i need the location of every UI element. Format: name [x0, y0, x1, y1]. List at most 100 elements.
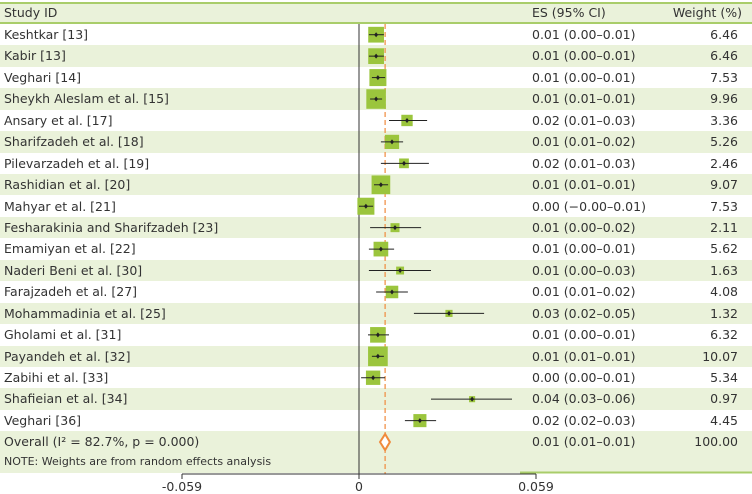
study-name: Farajzadeh et al. [27]: [4, 284, 138, 300]
study-point-estimate: [378, 246, 383, 252]
table-row: Gholami et al. [31] 0.01 (0.00–0.01) 6.32: [0, 324, 752, 345]
study-es: 0.02 (0.02–0.03): [532, 412, 636, 428]
header-study: Study ID: [4, 5, 58, 20]
study-es: 0.01 (0.00–0.01): [532, 241, 636, 257]
study-name: Sheykh Aleslam et al. [15]: [4, 91, 169, 107]
study-point-estimate: [375, 353, 380, 359]
study-name: Kabir [13]: [4, 48, 66, 64]
study-weight: 4.45: [710, 412, 738, 428]
header-weight: Weight (%): [672, 5, 742, 20]
study-weight: 2.11: [710, 219, 738, 235]
study-name: Mahyar et al. [21]: [4, 198, 116, 214]
study-point-estimate: [375, 75, 380, 81]
study-point-estimate: [393, 225, 397, 231]
study-es: 0.01 (0.00–0.01): [532, 69, 636, 85]
study-es: 0.01 (0.00–0.02): [532, 219, 636, 235]
study-weight: 10.07: [702, 348, 738, 364]
study-point-estimate: [417, 418, 422, 424]
study-es: 0.00 (−0.00–0.01): [532, 198, 646, 214]
study-name: Naderi Beni et al. [30]: [4, 262, 143, 278]
table-row: Ansary et al. [17] 0.02 (0.01–0.03) 3.36: [0, 110, 752, 131]
study-point-estimate: [374, 53, 379, 59]
study-name: Veghari [14]: [4, 69, 82, 85]
study-weight: 1.63: [710, 262, 738, 278]
table-row: Mohammadinia et al. [25] 0.03 (0.02–0.05)…: [0, 302, 752, 325]
table-row: Veghari [14] 0.01 (0.00–0.01) 7.53: [0, 67, 752, 88]
study-point-estimate: [398, 268, 403, 274]
study-es: 0.03 (0.02–0.05): [532, 305, 636, 321]
study-point-estimate: [375, 332, 380, 338]
study-point-estimate: [470, 396, 475, 402]
table-row: Keshtkar [13] 0.01 (0.00–0.01) 6.46: [0, 24, 752, 45]
study-point-estimate: [371, 375, 376, 381]
study-name: Zabihi et al. [33]: [4, 370, 109, 386]
study-name: Mohammadinia et al. [25]: [4, 305, 166, 321]
study-es: 0.01 (0.01–0.02): [532, 284, 636, 300]
study-weight: 7.53: [710, 69, 738, 85]
study-point-estimate: [374, 32, 379, 38]
study-weight: 5.62: [710, 241, 738, 257]
study-name: Sharifzadeh et al. [18]: [4, 134, 144, 150]
study-es: 0.02 (0.01–0.03): [532, 155, 636, 171]
study-weight: 4.08: [710, 284, 738, 300]
x-tick-label: -0.059: [162, 479, 202, 494]
study-es: 0.01 (0.01–0.01): [532, 348, 636, 364]
study-point-estimate: [390, 139, 394, 145]
study-es: 0.04 (0.03–0.06): [532, 391, 636, 407]
table-row: Emamiyan et al. [22] 0.01 (0.00–0.01) 5.62: [0, 238, 752, 259]
study-weight: 5.34: [710, 370, 738, 386]
overall-es: 0.01 (0.01–0.01): [532, 434, 636, 450]
study-weight: 5.26: [710, 134, 738, 150]
study-point-estimate: [447, 310, 451, 316]
study-name: Payandeh et al. [32]: [4, 348, 131, 364]
study-point-estimate: [390, 289, 394, 295]
study-name: Emamiyan et al. [22]: [4, 241, 136, 257]
overall-weight: 100.00: [694, 434, 738, 450]
table-row: Veghari [36] 0.02 (0.02–0.03) 4.45: [0, 410, 752, 431]
study-weight: 9.07: [710, 177, 738, 193]
study-name: Keshtkar [13]: [4, 27, 89, 42]
study-es: 0.01 (0.01–0.01): [532, 91, 636, 107]
study-weight: 2.46: [710, 155, 738, 171]
overall-label: Overall (I² = 82.7%, p = 0.000): [4, 434, 200, 450]
study-weight: 9.96: [710, 91, 738, 107]
table-row: Pilevarzadeh et al. [19] 0.02 (0.01–0.03)…: [0, 153, 752, 174]
study-weight: 6.46: [710, 27, 738, 42]
study-point-estimate: [374, 96, 379, 102]
study-weight: 1.32: [710, 305, 738, 321]
study-name: Ansary et al. [17]: [4, 112, 113, 128]
study-point-estimate: [363, 203, 368, 209]
overall-row: Overall (I² = 82.7%, p = 0.000) 0.01 (0.0…: [0, 431, 752, 474]
study-point-estimate: [402, 160, 406, 166]
study-name: Gholami et al. [31]: [4, 327, 122, 343]
header-es: ES (95% CI): [532, 5, 606, 20]
x-tick-label: 0.059: [518, 479, 554, 494]
study-name: Pilevarzadeh et al. [19]: [4, 155, 150, 171]
table-row: Mahyar et al. [21] 0.00 (−0.00–0.01) 7.53: [0, 196, 752, 217]
study-es: 0.01 (0.01–0.02): [532, 134, 636, 150]
study-es: 0.01 (0.00–0.01): [532, 48, 636, 64]
study-es: 0.01 (0.00–0.01): [532, 27, 636, 42]
weights-note: NOTE: Weights are from random effects an…: [4, 455, 272, 469]
study-name: Fesharakinia and Sharifzadeh [23]: [4, 219, 219, 235]
table-row: Zabihi et al. [33] 0.00 (0.00–0.01) 5.34: [0, 367, 752, 388]
study-es: 0.01 (0.00–0.01): [532, 327, 636, 343]
study-name: Rashidian et al. [20]: [4, 177, 131, 193]
table-row: Farajzadeh et al. [27] 0.01 (0.01–0.02) 4.…: [0, 281, 752, 302]
x-tick-label: 0: [355, 479, 363, 494]
table-row: Shafieian et al. [34] 0.04 (0.03–0.06) 0.9…: [0, 388, 752, 410]
study-weight: 6.46: [710, 48, 738, 64]
study-name: Shafieian et al. [34]: [4, 391, 128, 407]
study-point-estimate: [405, 117, 409, 123]
study-weight: 3.36: [710, 112, 738, 128]
study-weight: 7.53: [710, 198, 738, 214]
table-row: Sharifzadeh et al. [18] 0.01 (0.01–0.02) 5…: [0, 131, 752, 153]
study-es: 0.01 (0.00–0.03): [532, 262, 636, 278]
table-header: Study ID ES (95% CI) Weight (%): [0, 2, 752, 24]
study-es: 0.02 (0.01–0.03): [532, 112, 636, 128]
study-weight: 0.97: [710, 391, 738, 407]
study-weight: 6.32: [710, 327, 738, 343]
study-es: 0.00 (0.00–0.01): [532, 370, 636, 386]
